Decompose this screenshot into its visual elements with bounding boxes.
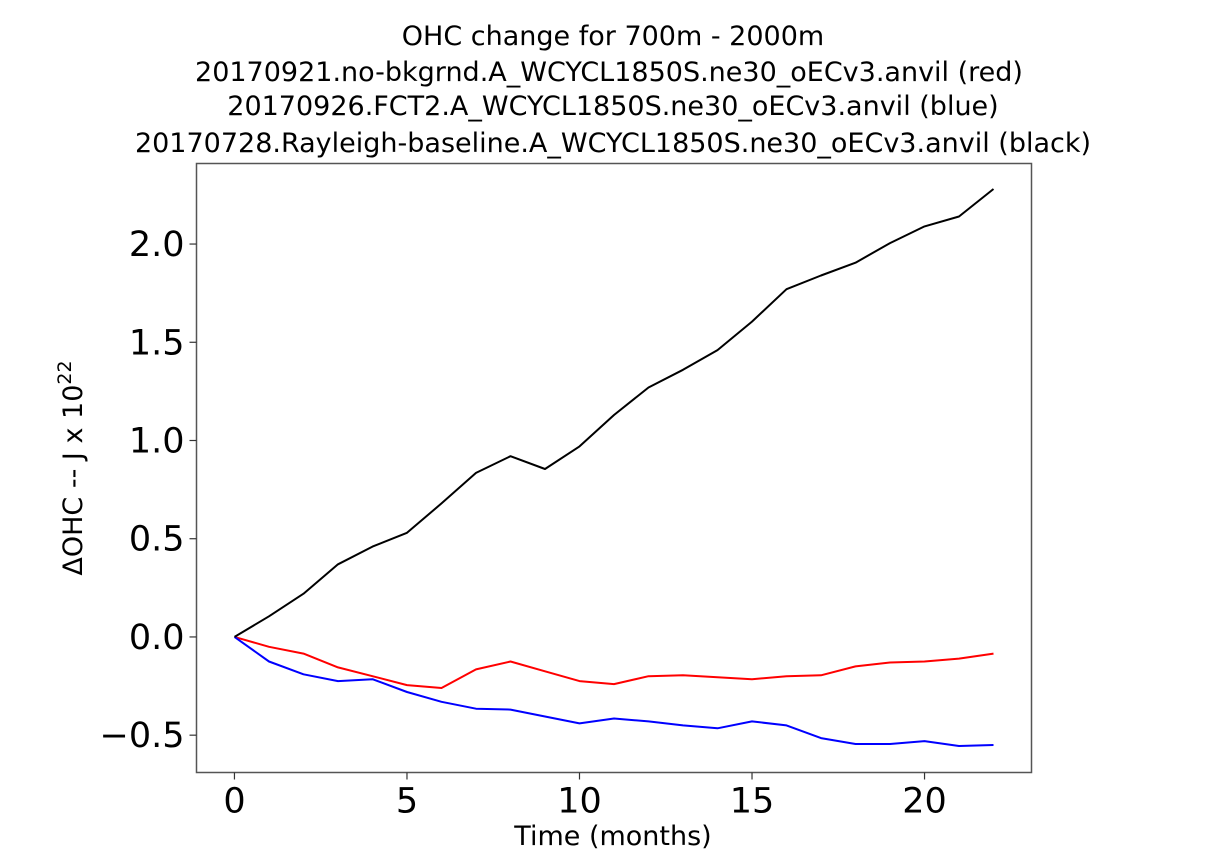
y-tick-label: 2.0 bbox=[129, 225, 185, 265]
plot-area-frame bbox=[195, 162, 1033, 774]
series-line-black bbox=[233, 188, 995, 638]
y-axis-label-group: ΔOHC -- J x 1022 bbox=[54, 360, 89, 575]
x-tick-label: 0 bbox=[223, 782, 245, 822]
chart-title: OHC change for 700m - 2000m bbox=[402, 21, 824, 52]
y-axis-label-exponent: 22 bbox=[54, 360, 76, 384]
series-line-blue bbox=[233, 636, 994, 747]
y-tick-label: 1.0 bbox=[129, 421, 185, 461]
x-tick-label: 10 bbox=[557, 782, 602, 822]
y-tick-label: 0.5 bbox=[129, 520, 185, 560]
x-axis-ticks: 0 5 10 15 20 bbox=[223, 772, 947, 822]
series-layer bbox=[233, 188, 995, 747]
y-tick-label: −0.5 bbox=[100, 716, 185, 756]
chart-subtitle-black-run: 20170728.Rayleigh-baseline.A_WCYCL1850S.… bbox=[135, 128, 1091, 159]
y-axis-label: ΔOHC -- J x 1022 bbox=[54, 360, 89, 575]
y-axis-ticks: −0.5 0.0 0.5 1.0 1.5 2.0 bbox=[100, 225, 197, 756]
chart-subtitle-red-run: 20170921.no-bkgrnd.A_WCYCL1850S.ne30_oEC… bbox=[195, 57, 1023, 88]
x-tick-label: 15 bbox=[730, 782, 775, 822]
chart-subtitle-blue-run: 20170926.FCT2.A_WCYCL1850S.ne30_oECv3.an… bbox=[227, 91, 998, 122]
chart-title-block: OHC change for 700m - 2000m 20170921.no-… bbox=[135, 21, 1091, 159]
x-axis-label: Time (months) bbox=[513, 821, 711, 852]
y-tick-label: 0.0 bbox=[129, 618, 185, 658]
series-line-red bbox=[234, 635, 994, 689]
y-tick-label: 1.5 bbox=[129, 323, 185, 363]
x-tick-label: 5 bbox=[396, 782, 418, 822]
x-tick-label: 20 bbox=[902, 782, 947, 822]
y-axis-label-main: ΔOHC -- J x 10 bbox=[58, 385, 89, 576]
